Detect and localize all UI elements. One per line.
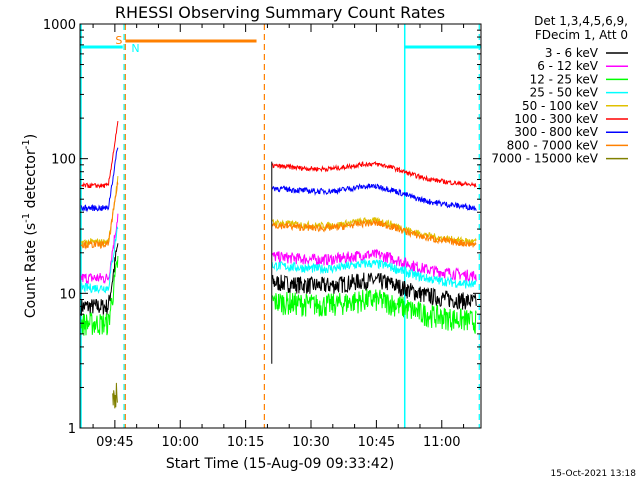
y-axis-label-end: ) [23,134,39,139]
y-tick-label: 10 [59,287,76,302]
y-axis-label-mid: detector [23,149,39,213]
series-line-pre [81,121,119,189]
series-line-post [271,183,477,212]
series-line-post [271,160,477,188]
x-tick-label: 10:00 [162,435,199,450]
series-line-pre [80,147,119,213]
y-axis-label: Count Rate (s-1 detector-1) [21,134,39,318]
y-axis-label-main: Count Rate (s [23,223,39,318]
saa-label: S [115,34,122,47]
series-line-pre [80,181,119,250]
legend-entry-label: 3 - 6 keV [545,46,599,60]
footer-timestamp: 15-Oct-2021 13:18 [551,469,637,479]
night-label: N [131,42,139,55]
chart-title: RHESSI Observing Summary Count Rates [115,3,445,22]
plot-area: SN [80,24,481,428]
series-line-pre [80,255,119,336]
legend-entry-label: 800 - 7000 keV [507,138,599,152]
series-line-pre [80,225,119,294]
series-line-pre [80,243,119,316]
series-line-post [271,218,477,248]
plot-frame [79,23,482,429]
series-line-pre [80,213,119,285]
series-line-post [271,258,477,289]
y-tick-label: 1000 [43,18,76,33]
legend-header-1: Det 1,3,4,5,6,9, [534,14,628,28]
x-axis-label: Start Time (15-Aug-09 09:33:42) [166,456,394,472]
y-axis-label-sup1: -1 [21,213,32,223]
x-tick-label: 11:00 [423,435,460,450]
legend-entry-label: 6 - 12 keV [537,59,599,73]
legend-entry-label: 300 - 800 keV [514,125,598,139]
series-line-pre [112,382,118,409]
y-axis-label-sup2: -1 [21,139,32,149]
x-tick-label: 09:45 [96,435,133,450]
series-line-post [271,289,477,334]
series-line-post [271,272,477,310]
legend-entry-label: 100 - 300 keV [514,112,598,126]
x-axis: 09:45 10:00 10:15 10:30 10:45 11:00 [92,24,465,450]
y-tick-label: 1 [68,422,76,437]
x-tick-label: 10:15 [227,435,264,450]
legend-entry-label: 12 - 25 keV [530,72,599,86]
x-tick-label: 10:45 [358,435,395,450]
legend-entry-label: 7000 - 15000 keV [491,152,598,166]
series-line-post [271,248,477,282]
legend-entry-label: 25 - 50 keV [530,86,599,100]
legend-header-2: FDecim 1, Att 0 [535,28,628,42]
legend-entry-label: 50 - 100 keV [522,99,599,113]
y-axis: 1 10 100 1000 [43,18,481,437]
x-tick-label: 10:30 [292,435,329,450]
y-tick-label: 100 [51,153,76,168]
